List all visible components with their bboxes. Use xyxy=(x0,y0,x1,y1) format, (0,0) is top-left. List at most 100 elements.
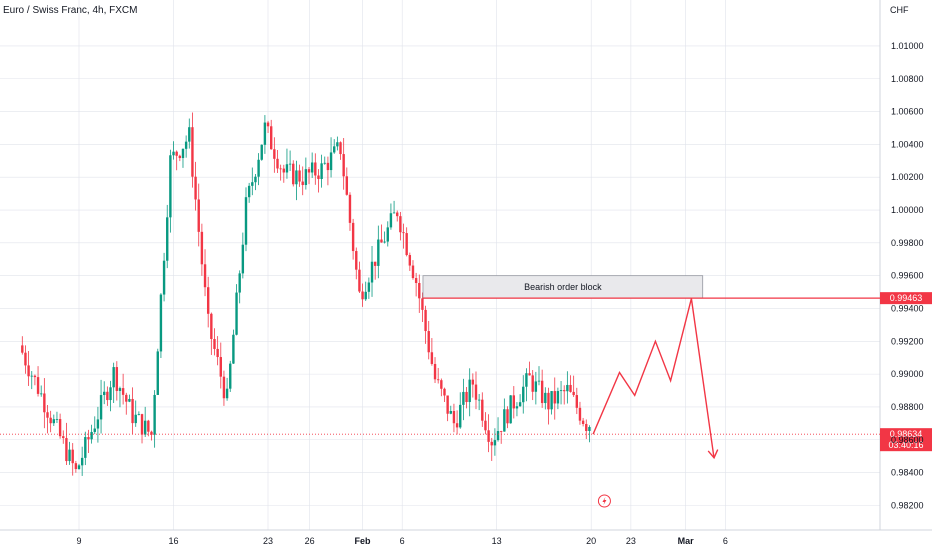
current-price-text: 0.98634 xyxy=(890,429,923,439)
y-tick-label: 0.99400 xyxy=(891,303,924,313)
candle-body xyxy=(118,388,122,391)
candle-body xyxy=(550,391,553,410)
candle-body xyxy=(232,334,235,364)
candle-body xyxy=(326,162,330,171)
lightning-glyph xyxy=(602,497,607,505)
candle-body xyxy=(213,338,216,349)
candle-body xyxy=(222,376,226,399)
y-tick-label: 0.99200 xyxy=(891,336,924,346)
candle-body xyxy=(307,169,311,173)
y-tick-label: 0.98800 xyxy=(891,402,924,412)
candle-body xyxy=(304,169,308,186)
candle-body xyxy=(528,373,531,376)
annotations: Bearish order block 0.99463 0.9863403:40:1… xyxy=(0,275,932,508)
candle-body xyxy=(194,176,197,200)
candle-body xyxy=(125,394,128,402)
candle-body xyxy=(210,313,213,339)
candle-body xyxy=(537,380,541,382)
candle-body xyxy=(367,282,371,292)
x-tick-label: Feb xyxy=(354,536,371,546)
candle-body xyxy=(455,423,459,428)
y-tick-label: 0.99000 xyxy=(891,369,924,379)
candle-body xyxy=(150,431,153,435)
candle-body xyxy=(298,170,301,182)
candle-body xyxy=(556,391,560,404)
candle-body xyxy=(140,414,144,435)
time-axis[interactable]: 9 16 23 26 Feb 6 13 20 23 Mar 6 xyxy=(76,536,727,546)
candle-body xyxy=(380,239,383,243)
candle-body xyxy=(547,392,550,410)
candle-body xyxy=(339,142,342,155)
candle-body xyxy=(260,144,263,160)
candle-body xyxy=(581,420,585,424)
y-tick-label: 1.01000 xyxy=(891,41,924,51)
candle-body xyxy=(169,155,172,218)
candle-body xyxy=(96,419,100,429)
candle-body xyxy=(468,379,471,403)
countdown-text: 03:40:16 xyxy=(888,440,923,450)
candle-body xyxy=(490,441,493,446)
candle-body xyxy=(162,260,166,295)
candle-body xyxy=(87,437,90,440)
candle-body xyxy=(477,399,481,401)
candle-body xyxy=(46,412,49,418)
candle-body xyxy=(377,239,380,266)
candle-body xyxy=(93,428,96,432)
candle-body xyxy=(238,273,241,293)
currency-label: CHF xyxy=(890,5,909,15)
candle-body xyxy=(578,407,582,421)
candle-body xyxy=(206,287,210,314)
candle-body xyxy=(178,155,182,159)
candle-body xyxy=(358,269,361,292)
candle-body xyxy=(191,127,194,177)
x-tick-label: 6 xyxy=(723,536,728,546)
y-tick-label: 1.00000 xyxy=(891,205,924,215)
x-tick-label: 26 xyxy=(305,536,315,546)
candle-body xyxy=(200,231,204,265)
resistance-price-text: 0.99463 xyxy=(890,293,923,303)
candle-body xyxy=(225,388,229,399)
x-tick-label: 16 xyxy=(168,536,178,546)
candle-body xyxy=(515,406,519,409)
candle-body xyxy=(408,255,412,266)
candle-body xyxy=(465,391,468,403)
candle-body xyxy=(301,181,304,186)
candle-body xyxy=(531,375,534,392)
candle-body xyxy=(74,463,78,470)
candle-body xyxy=(314,162,317,176)
candle-body xyxy=(348,194,352,223)
candle-body xyxy=(251,182,254,186)
candle-body xyxy=(499,431,503,432)
candle-body xyxy=(452,410,456,424)
candle-body xyxy=(109,387,112,401)
x-tick-label: Mar xyxy=(678,536,695,546)
candle-body xyxy=(317,175,320,179)
price-axis[interactable]: 1.01000 1.00800 1.00600 1.00400 1.00200 1.000… xyxy=(890,5,924,510)
candle-body xyxy=(440,380,443,389)
candle-body xyxy=(269,126,273,150)
candle-body xyxy=(77,465,81,470)
candle-body xyxy=(244,197,248,245)
candle-body xyxy=(254,176,257,183)
candle-body xyxy=(263,122,267,145)
candle-body xyxy=(27,365,30,377)
y-tick-label: 0.98200 xyxy=(891,500,924,510)
candle-body xyxy=(386,227,389,242)
candle-body xyxy=(345,176,349,195)
candle-body xyxy=(430,352,434,364)
candle-body xyxy=(427,331,430,353)
candle-body xyxy=(175,151,178,156)
y-tick-label: 1.00800 xyxy=(891,74,924,84)
y-tick-label: 1.00400 xyxy=(891,139,924,149)
y-tick-label: 1.00600 xyxy=(891,107,924,117)
candle-body xyxy=(569,384,572,392)
candle-body xyxy=(30,375,33,377)
candle-body xyxy=(559,390,563,392)
current-price-badge xyxy=(880,428,932,452)
projection-path xyxy=(592,298,715,458)
candle-body xyxy=(90,431,93,440)
candlestick-series xyxy=(21,112,591,476)
candle-body xyxy=(361,291,364,300)
candle-body xyxy=(383,241,386,243)
